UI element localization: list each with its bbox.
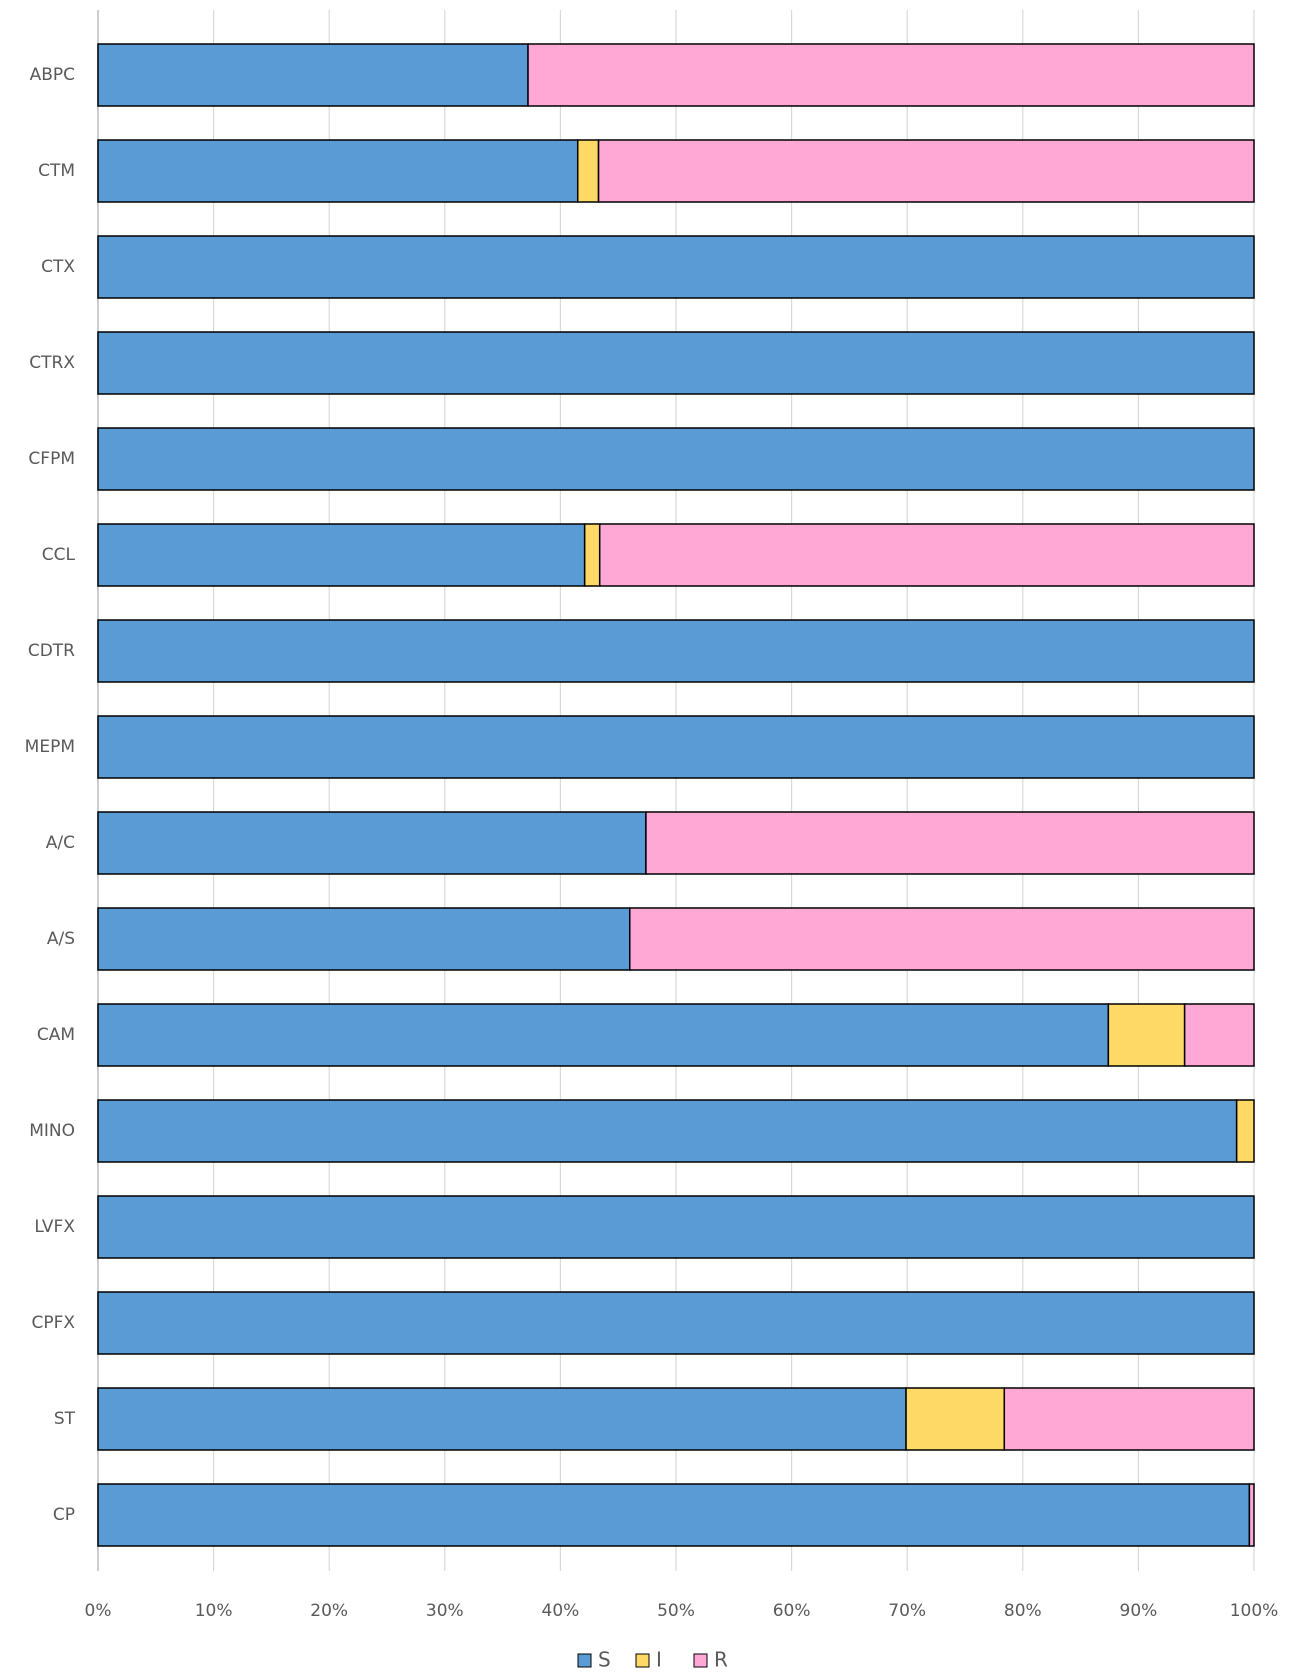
bar-segment [97,331,1255,395]
x-tick-label: 80% [1004,1601,1042,1621]
bar-segment [97,235,1255,299]
bar-segment [1248,1483,1255,1547]
y-tick-label: ST [54,1409,76,1429]
bar-segment [97,1099,1238,1163]
x-tick-label: 30% [426,1601,464,1621]
bar-segment [597,139,1255,203]
bar-segment [527,43,1255,107]
y-tick-label: CDTR [28,641,75,661]
bar-segment [1107,1003,1186,1067]
y-tick-label: CFPM [28,449,75,469]
bar-segment [97,139,579,203]
y-tick-label: A/S [47,929,75,949]
y-tick-label: CTX [41,257,75,277]
bar-segment [1235,1099,1255,1163]
legend-label: I [656,1648,662,1672]
bar-segment [97,1483,1251,1547]
legend-label: S [598,1648,611,1672]
y-tick-label: CTM [38,161,75,181]
y-tick-label: A/C [46,833,75,853]
bar-segment [97,715,1255,779]
x-tick-label: 70% [888,1601,926,1621]
legend-swatch [577,1653,592,1668]
bar-segment [1183,1003,1255,1067]
bar-segment [576,139,600,203]
x-tick-label: 40% [542,1601,580,1621]
bar-segment [905,1387,1006,1451]
y-tick-label: CAM [37,1025,75,1045]
bar-segment [97,619,1255,683]
x-tick-label: 100% [1230,1601,1279,1621]
legend-swatch [635,1653,650,1668]
x-tick-label: 20% [310,1601,348,1621]
y-tick-label: CCL [42,545,76,565]
bar-segment [598,523,1255,587]
bar-segment [97,427,1255,491]
bar-segment [645,811,1255,875]
bar-segment [97,1195,1255,1259]
bar-segment [629,907,1255,971]
bar-segment [97,811,647,875]
bar-segment [97,1291,1255,1355]
y-tick-label: CPFX [31,1313,75,1333]
bar-segment [97,1387,907,1451]
y-tick-label: MEPM [25,737,75,757]
x-tick-label: 90% [1120,1601,1158,1621]
bar-segment [1003,1387,1255,1451]
x-tick-label: 50% [657,1601,695,1621]
x-tick-label: 60% [773,1601,811,1621]
y-tick-label: CP [53,1505,75,1525]
bar-segment [97,907,631,971]
legend-swatch [693,1653,708,1668]
bar-segment [97,523,586,587]
x-tick-label: 10% [195,1601,233,1621]
y-tick-label: CTRX [29,353,75,373]
y-tick-label: MINO [29,1121,75,1141]
legend-label: R [714,1648,728,1672]
y-tick-label: ABPC [30,65,75,85]
bar-segment [97,43,529,107]
bar-segment [97,1003,1110,1067]
x-tick-label: 0% [85,1601,112,1621]
y-tick-label: LVFX [34,1217,75,1237]
bar-segment [583,523,601,587]
